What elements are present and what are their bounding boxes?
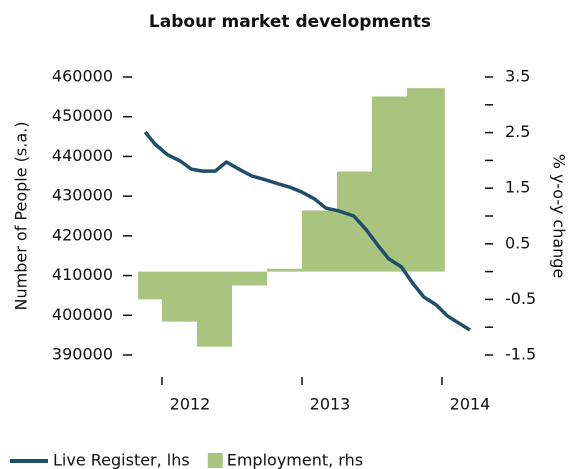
bar	[197, 271, 232, 347]
bar	[407, 88, 445, 272]
bar	[138, 271, 162, 300]
y-tick-label: 440000	[52, 146, 113, 165]
bar	[302, 210, 337, 272]
y2-tick-label: 1.5	[505, 178, 530, 197]
y-tick-label: 450000	[52, 106, 113, 125]
legend-swatch	[207, 453, 223, 468]
x-tick-label: 2012	[170, 395, 211, 414]
bar	[267, 268, 302, 272]
bar	[337, 171, 372, 272]
y2-axis-label: % y-o-y change	[550, 154, 569, 279]
x-tick-label: 2014	[450, 395, 491, 414]
y-tick-label: 460000	[52, 67, 113, 86]
chart-title: Labour market developments	[149, 12, 431, 32]
y-tick-label: 400000	[52, 305, 113, 324]
y-tick-label: 420000	[52, 225, 113, 244]
line	[143, 130, 471, 332]
y2-tick-label: -0.5	[505, 289, 536, 308]
y2-tick-label: -1.5	[505, 345, 536, 364]
y2-tick-label: 3.5	[505, 67, 530, 86]
y2-tick-label: 2.5	[505, 122, 530, 141]
y2-tick-label: 0.5	[505, 233, 530, 252]
y-tick-label: 410000	[52, 265, 113, 284]
bar	[162, 271, 197, 322]
y-tick-label: 430000	[52, 186, 113, 205]
x-tick-label: 2013	[310, 395, 351, 414]
legend-label: Live Register, lhs	[53, 451, 190, 469]
y-tick-label: 390000	[52, 345, 113, 364]
bar	[232, 271, 267, 286]
y-axis-label: Number of People (s.a.)	[12, 122, 31, 311]
legend-label: Employment, rhs	[227, 451, 363, 469]
